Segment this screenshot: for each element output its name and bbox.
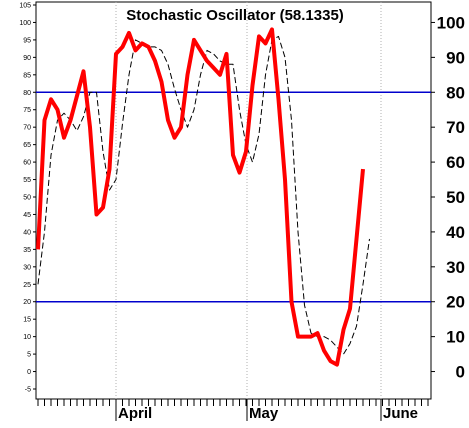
right-tick-label: 40 bbox=[446, 223, 465, 242]
left-tick-label: 15 bbox=[23, 317, 31, 324]
left-tick-label: 105 bbox=[19, 3, 31, 10]
left-tick-label: 20 bbox=[23, 299, 31, 306]
right-tick-label: 80 bbox=[446, 83, 465, 102]
left-axis: -5 0 5 10 15 20 25 30 35 40 45 50 55 60 65 70 75 80 85 90 95… bbox=[19, 3, 36, 394]
x-axis: April May June bbox=[37, 399, 429, 422]
left-tick-label: 90 bbox=[23, 55, 31, 62]
right-tick-label: 20 bbox=[446, 293, 465, 312]
month-label: June bbox=[383, 405, 418, 422]
left-tick-label: 10 bbox=[23, 334, 31, 341]
stochastic-k-line bbox=[36, 27, 365, 367]
left-tick-label: 95 bbox=[23, 37, 31, 44]
right-tick-label: 10 bbox=[446, 328, 465, 347]
left-tick-label: 65 bbox=[23, 142, 31, 149]
left-tick-label: 35 bbox=[23, 247, 31, 254]
left-tick-label: 75 bbox=[23, 107, 31, 114]
chart-title: Stochastic Oscillator (58.1335) bbox=[126, 7, 344, 24]
left-tick-label: 5 bbox=[27, 352, 31, 359]
reference-lines bbox=[36, 91, 431, 303]
left-tick-label: 0 bbox=[27, 369, 31, 376]
right-tick-label: 0 bbox=[456, 363, 465, 382]
left-tick-label: 70 bbox=[23, 125, 31, 132]
left-tick-label: 50 bbox=[23, 195, 31, 202]
plot-frame bbox=[35, 1, 432, 400]
right-tick-label: 60 bbox=[446, 153, 465, 172]
month-label: May bbox=[249, 405, 279, 422]
left-tick-label: 55 bbox=[23, 177, 31, 184]
left-tick-label: 30 bbox=[23, 264, 31, 271]
left-tick-label: 45 bbox=[23, 212, 31, 219]
left-tick-label: 85 bbox=[23, 72, 31, 79]
left-tick-label: 100 bbox=[19, 20, 31, 27]
right-tick-label: 50 bbox=[446, 188, 465, 207]
right-tick-label: 30 bbox=[446, 258, 465, 277]
left-tick-label: 80 bbox=[23, 90, 31, 97]
left-tick-label: 60 bbox=[23, 160, 31, 167]
right-axis: 0 10 20 30 40 50 60 70 80 90 100 bbox=[431, 13, 465, 382]
left-tick-label: 25 bbox=[23, 282, 31, 289]
series-layer bbox=[36, 27, 370, 367]
left-tick-label: -5 bbox=[25, 387, 31, 394]
right-tick-label: 70 bbox=[446, 118, 465, 137]
month-label: April bbox=[118, 405, 152, 422]
right-tick-label: 100 bbox=[437, 13, 465, 32]
left-tick-label: 40 bbox=[23, 229, 31, 236]
right-tick-label: 90 bbox=[446, 48, 465, 67]
